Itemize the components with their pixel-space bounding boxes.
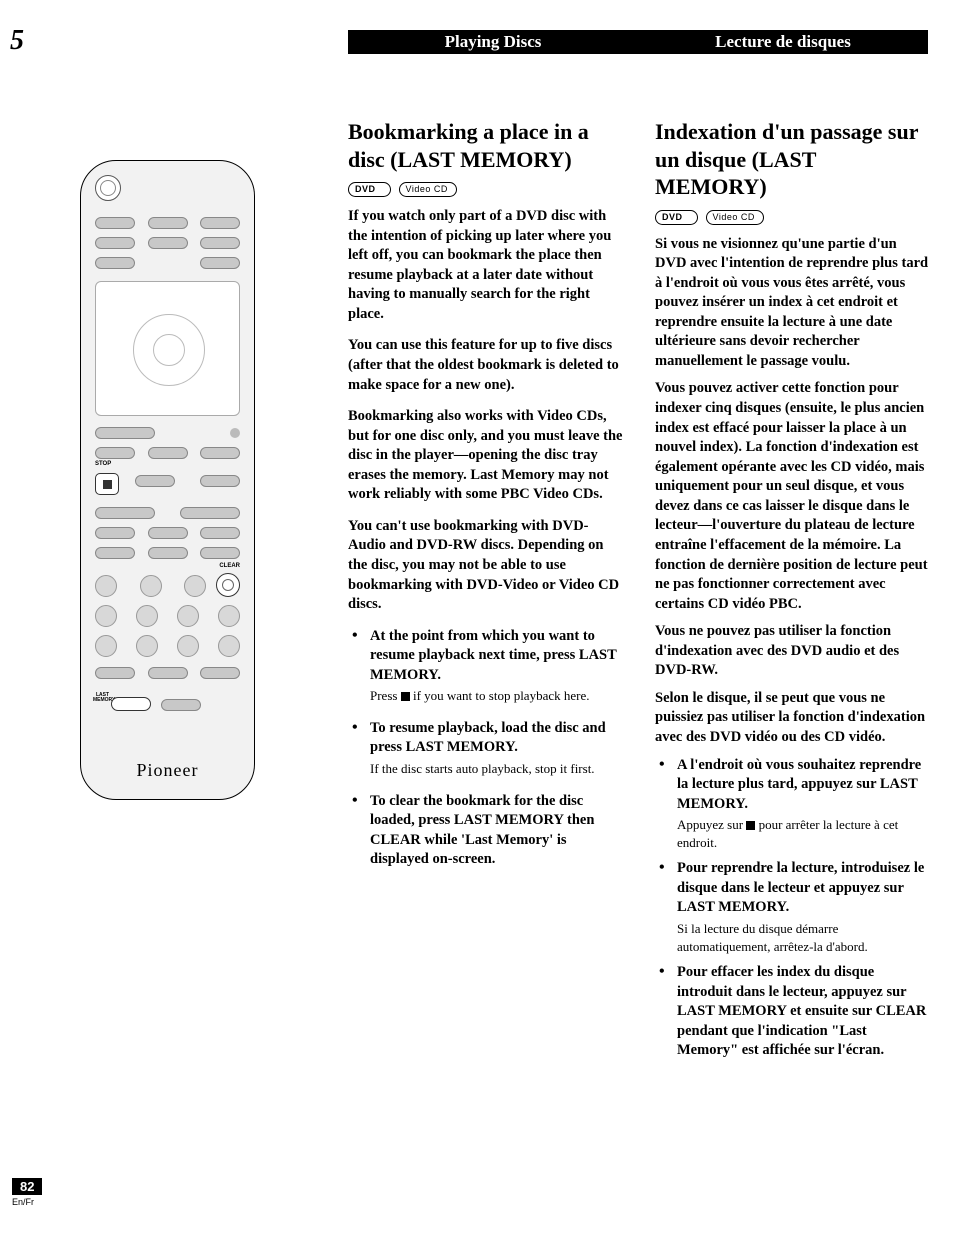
videocd-badge: Video CD — [399, 182, 457, 197]
column-english: Bookmarking a place in a disc (LAST MEMO… — [348, 118, 624, 884]
para-fr-2: Vous ne pouvez pas utiliser la fonction … — [655, 622, 931, 681]
column-french: Indexation d'un passage sur un disque (L… — [655, 118, 931, 1069]
heading-fr: Indexation d'un passage sur un disque (L… — [655, 118, 931, 201]
dpad-icon — [95, 281, 240, 416]
steps-fr: A l'endroit où vous souhaitez reprendre … — [655, 756, 931, 1061]
step-en-2: To clear the bookmark for the disc loade… — [348, 792, 624, 870]
step-en-1: To resume playback, load the disc and pr… — [348, 719, 624, 778]
page-header: 5 Playing Discs Lecture de disques — [0, 30, 954, 58]
page-footer: 82 En/Fr — [12, 1178, 42, 1207]
step-fr-2: Pour effacer les index du disque introdu… — [655, 963, 931, 1061]
dvd-badge: DVD — [348, 182, 391, 197]
para-fr-0: Si vous ne visionnez qu'une partie d'un … — [655, 235, 931, 372]
para-fr-3: Selon le disque, il se peut que vous ne … — [655, 689, 931, 748]
chapter-number: 5 — [10, 25, 24, 57]
page-number: 82 — [12, 1178, 42, 1195]
header-title-fr: Lecture de disques — [638, 30, 928, 54]
heading-en: Bookmarking a place in a disc (LAST MEMO… — [348, 118, 624, 173]
step-fr-0: A l'endroit où vous souhaitez reprendre … — [655, 756, 931, 852]
videocd-badge-fr: Video CD — [706, 210, 764, 225]
format-badges-fr: DVD Video CD — [655, 207, 931, 225]
remote-illustration: STOP CLEAR LASTMEMORY Pioneer — [80, 160, 255, 800]
format-badges-en: DVD Video CD — [348, 179, 624, 197]
stop-button-icon — [95, 473, 119, 495]
clear-button-icon — [216, 573, 240, 597]
lastmemory-button-label: LASTMEMORY — [93, 693, 109, 703]
header-strip: Playing Discs Lecture de disques — [348, 30, 928, 54]
header-title-en: Playing Discs — [348, 30, 638, 54]
para-fr-1: Vous pouvez activer cette fonction pour … — [655, 379, 931, 614]
stop-glyph-icon — [401, 692, 410, 701]
para-en-3: You can't use bookmarking with DVD-Audio… — [348, 517, 624, 615]
step-fr-1: Pour reprendre la lecture, introduisez l… — [655, 859, 931, 955]
stop-button-label: STOP — [95, 461, 111, 467]
stop-glyph-icon-fr — [746, 821, 755, 830]
steps-en: At the point from which you want to resu… — [348, 627, 624, 870]
page-language: En/Fr — [12, 1197, 42, 1207]
lastmemory-button-icon — [111, 697, 151, 711]
para-en-1: You can use this feature for up to five … — [348, 336, 624, 395]
para-en-0: If you watch only part of a DVD disc wit… — [348, 207, 624, 324]
step-en-0: At the point from which you want to resu… — [348, 627, 624, 705]
para-en-2: Bookmarking also works with Video CDs, b… — [348, 407, 624, 505]
ir-window-icon — [95, 175, 121, 201]
clear-button-label: CLEAR — [219, 563, 240, 569]
brand-logo: Pioneer — [81, 760, 254, 781]
dvd-badge-fr: DVD — [655, 210, 698, 225]
